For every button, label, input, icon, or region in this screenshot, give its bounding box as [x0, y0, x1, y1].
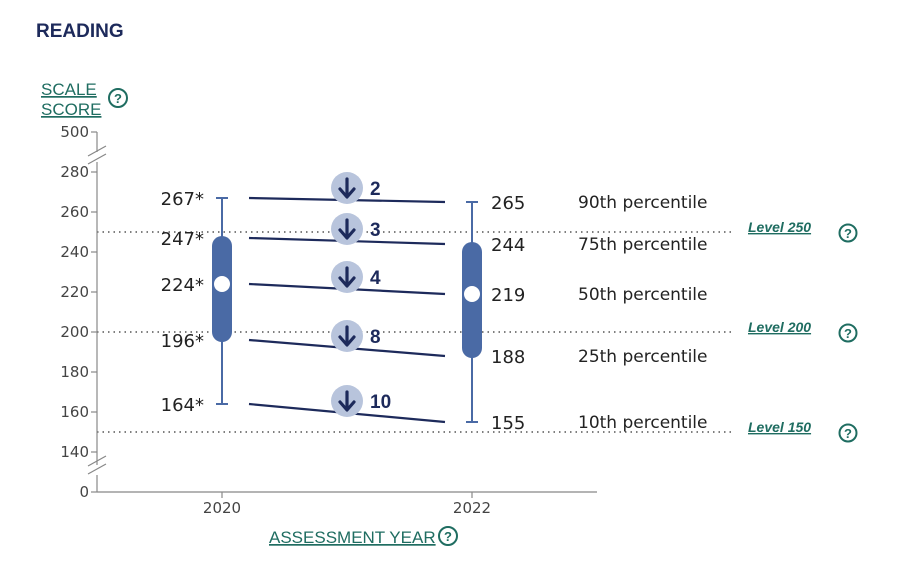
axes: 500 280 260 240 220 200 180 160 140 0 2020 2022 — [60, 123, 597, 517]
help-glyph: ? — [844, 426, 852, 441]
axis-break-mark — [87, 145, 107, 157]
value-label-2020: 164* — [161, 395, 204, 416]
change-value: 2 — [370, 179, 381, 200]
y-tick-label: 500 — [60, 123, 89, 141]
change-value: 10 — [370, 392, 391, 413]
down-arrow-icon — [331, 261, 363, 293]
y-axis-label-line1[interactable]: SCALE — [41, 80, 97, 99]
value-label-2020: 224* — [161, 275, 204, 296]
value-label-2022: 188 — [491, 347, 525, 368]
down-arrow-icon — [331, 213, 363, 245]
level-label[interactable]: Level 250 — [748, 219, 811, 235]
axis-break-mark — [87, 463, 107, 475]
arrow-head — [338, 276, 356, 288]
down-arrow-icon — [331, 172, 363, 204]
y-tick-label: 0 — [79, 483, 89, 501]
down-arrow-icon — [331, 385, 363, 417]
level-help-icon[interactable]: ? — [838, 223, 858, 243]
x-axis-label[interactable]: ASSESSMENT YEAR — [269, 528, 436, 547]
x-tick-label: 2020 — [203, 499, 241, 517]
arrow-head — [338, 187, 356, 199]
y-tick-label: 240 — [60, 243, 89, 261]
help-circle — [838, 223, 858, 243]
value-label-2020: 267* — [161, 189, 204, 210]
change-value: 4 — [370, 268, 381, 289]
x-axis-help-glyph: ? — [444, 529, 452, 544]
y-axis-label-line2[interactable]: SCORE — [41, 100, 101, 119]
value-label-2020: 247* — [161, 229, 204, 250]
median-dot — [464, 286, 480, 302]
data-labels: 267* 247* 224* 196* 164* 265 90th percentile 24… — [161, 189, 708, 434]
level-help-icon[interactable]: ? — [838, 323, 858, 343]
down-arrow-icon — [331, 320, 363, 352]
percentile-label: 75th percentile — [578, 235, 708, 255]
y-tick-label: 220 — [60, 283, 89, 301]
help-glyph: ? — [844, 326, 852, 341]
arrow-head — [338, 335, 356, 347]
x-tick-label: 2022 — [453, 499, 491, 517]
level-label[interactable]: Level 200 — [748, 319, 811, 335]
axis-break-mark — [87, 153, 107, 165]
y-tick-label: 160 — [60, 403, 89, 421]
change-value: 3 — [370, 220, 381, 241]
axis-break-mark — [87, 455, 107, 467]
percentile-label: 50th percentile — [578, 285, 708, 305]
x-axis-help-icon[interactable]: ? — [438, 526, 458, 546]
help-glyph: ? — [844, 226, 852, 241]
arrow-head — [338, 400, 356, 412]
y-tick-label: 200 — [60, 323, 89, 341]
y-tick-label: 280 — [60, 163, 89, 181]
value-label-2020: 196* — [161, 331, 204, 352]
y-axis-help-icon[interactable]: ? — [108, 88, 128, 108]
arrow-head — [338, 228, 356, 240]
y-tick-label: 180 — [60, 363, 89, 381]
value-label-2022: 265 — [491, 193, 525, 214]
y-tick-label: 260 — [60, 203, 89, 221]
value-label-2022: 219 — [491, 285, 525, 306]
value-label-2022: 155 — [491, 413, 525, 434]
y-tick-label: 140 — [60, 443, 89, 461]
boxplots — [212, 197, 482, 423]
percentile-label: 90th percentile — [578, 193, 708, 213]
page-title: READING — [36, 21, 124, 42]
level-label[interactable]: Level 150 — [748, 419, 811, 435]
percentile-label: 25th percentile — [578, 347, 708, 367]
achievement-levels: Level 250 ? Level 200 ? Level 150? — [97, 219, 858, 443]
change-value: 8 — [370, 327, 381, 348]
percentile-label: 10th percentile — [578, 413, 708, 433]
y-axis-help-glyph: ? — [114, 91, 122, 106]
value-label-2022: 244 — [491, 235, 525, 256]
median-dot — [214, 276, 230, 292]
help-circle — [838, 323, 858, 343]
level-help-icon[interactable]: ? — [838, 423, 858, 443]
score-changes: 2 3 4 8 10 — [331, 172, 391, 417]
help-circle — [838, 423, 858, 443]
